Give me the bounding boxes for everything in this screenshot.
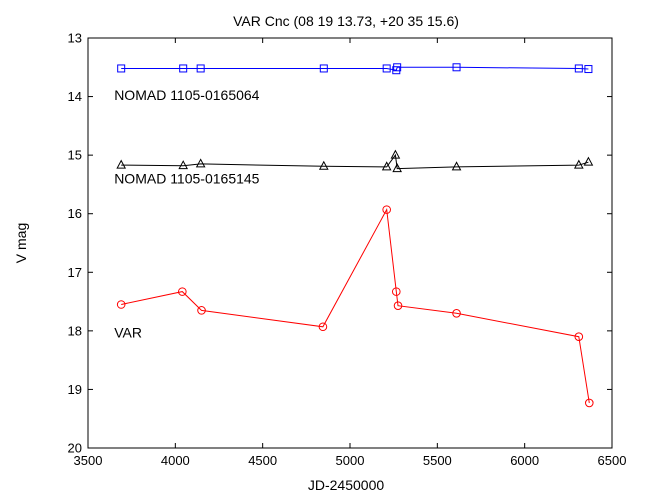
data-point-triangle [178, 160, 189, 170]
data-point-square [574, 64, 583, 73]
data-point-triangle [573, 159, 584, 169]
data-point-circle [393, 301, 403, 310]
y-tick-label: 20 [68, 441, 82, 456]
y-tick-label: 15 [68, 148, 82, 163]
data-point-triangle [451, 161, 462, 171]
data-point-triangle [195, 158, 206, 168]
data-point-triangle [390, 149, 401, 159]
data-point-triangle [392, 163, 402, 173]
data-point-circle [391, 287, 401, 296]
data-point-circle [197, 306, 206, 315]
axis-ticks: 3500 4000 4500 5000 5500 6000 6500 13 14 15 16 17 18… [68, 31, 627, 469]
data-point-square [319, 64, 328, 73]
data-point-square [584, 65, 593, 74]
data-point-square [393, 63, 402, 72]
x-tick-label: 5000 [336, 453, 365, 468]
y-tick-label: 18 [68, 323, 82, 338]
data-point-circle [452, 308, 461, 318]
series-annotations: NOMAD 1105-0165064 NOMAD 1105-0165145 VAR [114, 87, 259, 341]
data-point-circle [318, 322, 328, 332]
data-point-circle [574, 332, 584, 342]
series-annotation: NOMAD 1105-0165145 [114, 171, 259, 187]
y-axis-label: V mag [13, 223, 29, 263]
x-tick-label: 6000 [510, 453, 539, 468]
series-line [121, 66, 589, 71]
y-tick-label: 19 [68, 382, 82, 397]
data-point-square [452, 63, 461, 72]
y-tick-label: 16 [68, 206, 82, 221]
data-series [116, 63, 594, 408]
y-tick-label: 13 [68, 31, 82, 46]
x-tick-label: 4500 [248, 453, 277, 468]
data-point-square [179, 64, 188, 73]
series-line [121, 207, 590, 403]
data-point-circle [382, 205, 391, 214]
y-tick-label: 17 [68, 265, 82, 280]
x-tick-label: 6500 [598, 453, 627, 468]
series-annotation: NOMAD 1105-0165064 [114, 87, 259, 103]
data-point-circle [116, 300, 126, 309]
data-point-square [392, 66, 401, 75]
data-point-triangle [583, 156, 594, 166]
chart-title: VAR Cnc (08 19 13.73, +20 35 15.6) [233, 13, 459, 29]
data-point-square [196, 64, 205, 73]
series-annotation: VAR [114, 325, 142, 341]
x-tick-label: 3500 [74, 453, 103, 468]
x-tick-label: 5500 [423, 453, 452, 468]
series-line [121, 153, 589, 170]
y-tick-label: 14 [68, 89, 82, 104]
data-point-triangle [381, 161, 392, 171]
data-point-square [382, 64, 391, 73]
data-point-triangle [116, 159, 127, 169]
data-point-triangle [318, 160, 329, 170]
data-point-square [117, 64, 126, 73]
x-tick-label: 4000 [161, 453, 190, 468]
data-point-circle [584, 398, 594, 408]
data-point-circle [178, 287, 187, 296]
x-axis-label: JD-2450000 [308, 477, 384, 493]
plot-area [87, 37, 613, 449]
